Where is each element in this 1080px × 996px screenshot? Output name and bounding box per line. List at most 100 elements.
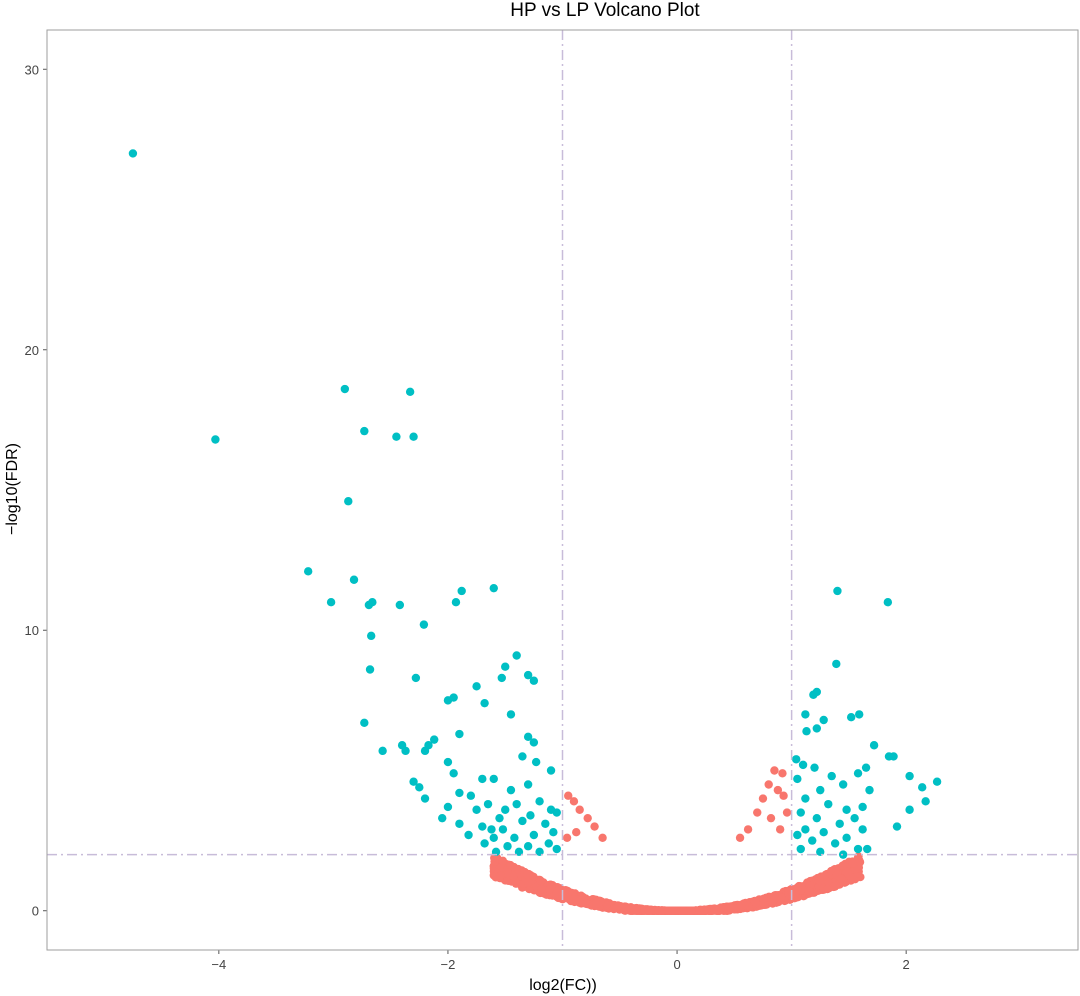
nonsignificant-point bbox=[590, 822, 599, 831]
significant-point bbox=[808, 836, 817, 845]
significant-point bbox=[415, 783, 424, 792]
significant-point bbox=[395, 600, 405, 610]
significant-point bbox=[552, 808, 561, 817]
nonsignificant-point bbox=[564, 791, 573, 800]
significant-point bbox=[429, 735, 439, 744]
significant-point bbox=[443, 802, 453, 812]
y-tick-label: 10 bbox=[25, 623, 39, 638]
significant-point bbox=[472, 682, 481, 691]
nonsignificant-point bbox=[820, 871, 829, 881]
significant-point bbox=[438, 813, 447, 823]
nonsignificant-point bbox=[743, 825, 753, 834]
significant-point bbox=[409, 777, 418, 786]
significant-point bbox=[853, 769, 863, 778]
nonsignificant-point bbox=[695, 905, 704, 915]
significant-point bbox=[405, 387, 415, 397]
significant-point bbox=[378, 746, 387, 756]
nonsignificant-point bbox=[716, 903, 725, 912]
significant-point bbox=[365, 665, 375, 674]
significant-point bbox=[529, 830, 539, 840]
significant-point bbox=[819, 715, 828, 725]
significant-point bbox=[869, 741, 879, 750]
nonsignificant-point bbox=[614, 901, 623, 911]
data-points bbox=[128, 149, 942, 915]
significant-point bbox=[392, 432, 401, 441]
nonsignificant-point bbox=[575, 805, 584, 814]
nonsignificant-point bbox=[523, 877, 533, 887]
significant-point bbox=[480, 839, 489, 848]
significant-point bbox=[128, 149, 138, 158]
significant-point bbox=[506, 710, 516, 719]
significant-point bbox=[892, 822, 902, 831]
significant-point bbox=[932, 777, 942, 786]
nonsignificant-point bbox=[506, 860, 515, 870]
nonsignificant-point bbox=[725, 902, 735, 912]
significant-point bbox=[411, 673, 421, 683]
significant-point bbox=[854, 710, 864, 719]
significant-point bbox=[905, 805, 914, 814]
significant-point bbox=[796, 808, 805, 817]
significant-point bbox=[798, 760, 808, 770]
nonsignificant-point bbox=[679, 906, 688, 915]
nonsignificant-point bbox=[770, 891, 779, 901]
significant-point bbox=[420, 794, 430, 803]
significant-point bbox=[303, 567, 313, 576]
x-tick-label: 0 bbox=[673, 957, 680, 972]
significant-point bbox=[838, 850, 848, 859]
significant-point bbox=[905, 771, 914, 781]
nonsignificant-point bbox=[631, 905, 641, 915]
significant-point bbox=[364, 600, 374, 610]
significant-point bbox=[793, 830, 802, 840]
nonsignificant-point bbox=[836, 874, 846, 883]
nonsignificant-point bbox=[805, 887, 814, 896]
y-tick-label: 30 bbox=[25, 62, 39, 77]
nonsignificant-point bbox=[779, 791, 788, 800]
significant-point bbox=[824, 799, 833, 809]
significant-point bbox=[497, 673, 506, 683]
significant-point bbox=[801, 710, 810, 719]
nonsignificant-point bbox=[498, 856, 508, 866]
nonsignificant-point bbox=[823, 884, 832, 894]
significant-point bbox=[819, 827, 828, 837]
nonsignificant-point bbox=[529, 872, 538, 882]
significant-point bbox=[420, 746, 430, 756]
significant-point bbox=[360, 718, 369, 728]
nonsignificant-point bbox=[536, 876, 545, 886]
significant-point bbox=[883, 597, 893, 607]
significant-point bbox=[858, 802, 867, 812]
significant-point bbox=[796, 844, 805, 854]
significant-point bbox=[512, 651, 521, 660]
plot-panel-border bbox=[46, 29, 1079, 951]
significant-point bbox=[531, 757, 541, 767]
significant-point bbox=[832, 659, 841, 669]
nonsignificant-point bbox=[572, 827, 581, 837]
significant-point bbox=[842, 833, 851, 843]
significant-point bbox=[409, 432, 418, 441]
significant-point bbox=[510, 833, 519, 843]
significant-point bbox=[889, 752, 898, 761]
significant-point bbox=[489, 774, 498, 784]
significant-point bbox=[801, 825, 810, 834]
nonsignificant-point bbox=[766, 813, 776, 823]
significant-point bbox=[850, 813, 859, 823]
significant-point bbox=[863, 844, 872, 854]
x-axis-ticks: −4 −2 0 2 bbox=[211, 950, 910, 972]
significant-point bbox=[211, 435, 220, 444]
significant-point bbox=[518, 816, 527, 826]
significant-point bbox=[501, 662, 510, 671]
significant-point bbox=[842, 805, 851, 814]
nonsignificant-point bbox=[621, 903, 630, 913]
significant-point bbox=[544, 839, 553, 848]
significant-point bbox=[546, 766, 556, 775]
x-tick-label: 2 bbox=[903, 957, 910, 972]
significant-point bbox=[526, 811, 535, 820]
significant-point bbox=[344, 497, 353, 506]
significant-point bbox=[455, 788, 464, 798]
x-axis-title: log2(FC)) bbox=[529, 977, 597, 994]
significant-point bbox=[809, 690, 818, 699]
nonsignificant-point bbox=[592, 899, 601, 908]
nonsignificant-point bbox=[773, 785, 783, 795]
significant-point bbox=[487, 825, 496, 834]
significant-point bbox=[483, 799, 493, 809]
